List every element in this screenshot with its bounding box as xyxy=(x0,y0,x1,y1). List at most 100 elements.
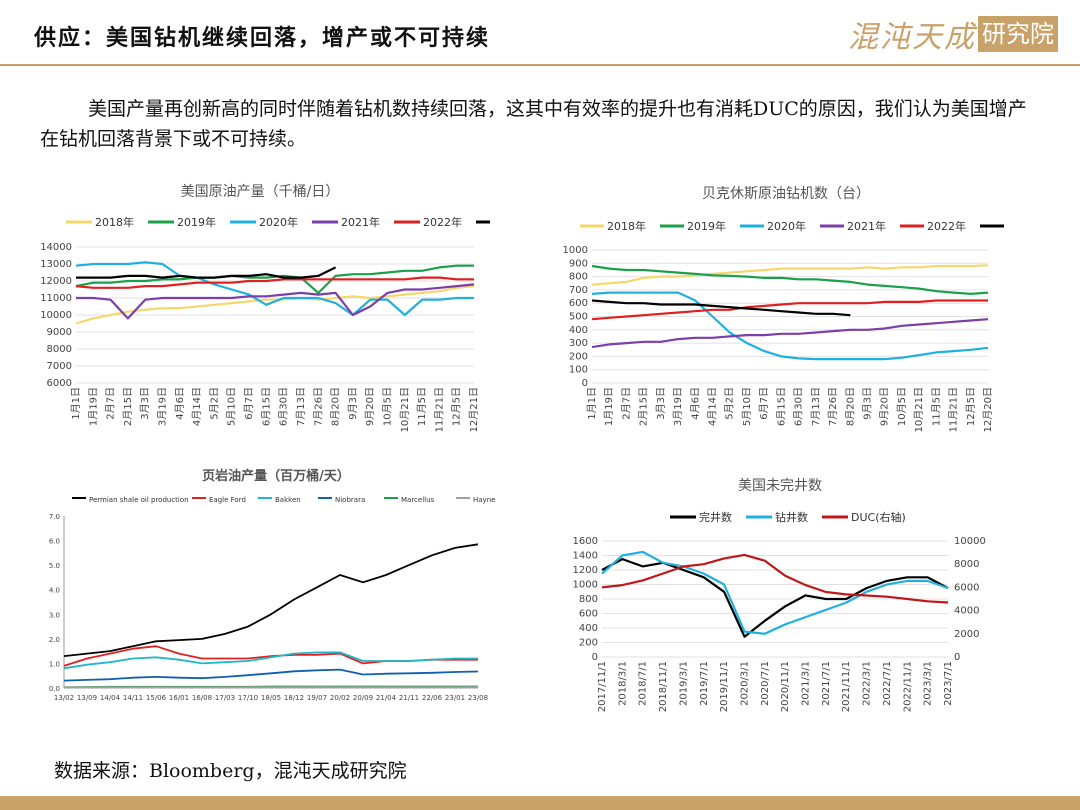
series-line xyxy=(591,291,989,361)
y-tick-label: 1400 xyxy=(573,551,598,562)
series-line xyxy=(63,668,479,682)
y-tick-label: 2.0 xyxy=(49,636,60,644)
x-tick-label: 7月26日 xyxy=(827,387,839,426)
y-tick-label: 5.0 xyxy=(49,562,60,570)
x-tick-label: 7月13日 xyxy=(295,387,307,426)
x-tick-label: 2月15日 xyxy=(638,387,650,426)
page-title: 供应：美国钻机继续回落，增产或不可持续 xyxy=(34,25,491,51)
y-tick-label: 300 xyxy=(569,338,588,349)
series-line xyxy=(75,285,475,325)
series-line xyxy=(63,645,478,667)
y-tick-label: 200 xyxy=(569,351,588,362)
series-line xyxy=(601,558,949,638)
y-tick-label: 100 xyxy=(569,365,588,376)
x-tick-label: 6月7日 xyxy=(758,387,770,420)
legend-label: Bakken xyxy=(275,496,301,504)
x-tick-label: 12月5日 xyxy=(451,387,463,426)
y-tick-label: 900 xyxy=(569,258,588,269)
chart-us-duc-wells: 美国未完井数 完井数 钻井数 DUC(右轴) 1600 1400 1200 1000 800 60… xyxy=(560,470,1000,720)
footer-bar xyxy=(0,796,1080,810)
x-tick-label: 7月26日 xyxy=(312,387,324,426)
y-tick-label: 6.0 xyxy=(49,538,60,546)
y-tick-label: 0 xyxy=(582,378,588,389)
series-line xyxy=(601,550,949,635)
x-tick-label: 5月2日 xyxy=(724,387,736,420)
y-tick-label: 800 xyxy=(569,272,588,283)
y-tick-label: 10000 xyxy=(40,310,72,321)
chart-title: 贝克休斯原油钻机数（台） xyxy=(702,186,870,202)
y-tick-label: 9000 xyxy=(47,327,72,338)
y-tick-label: 7000 xyxy=(47,361,72,372)
x-tick-label: 1月19日 xyxy=(603,387,615,426)
series-line xyxy=(76,266,337,279)
x-tick-label: 19/07 xyxy=(307,694,327,702)
legend-label: 2021年 xyxy=(847,219,886,233)
x-tick-label: 15/06 xyxy=(146,694,167,702)
y2-tick-label: 8000 xyxy=(954,559,979,570)
chart-title: 页岩油产量（百万桶/天） xyxy=(202,468,350,484)
chart-us-crude-production: 美国原油产量（千桶/日）2018年2019年2020年2021年2022年202… xyxy=(40,176,544,446)
series-line xyxy=(591,264,989,295)
x-tick-label: 4月6日 xyxy=(689,387,701,420)
y-tick-label: 0.0 xyxy=(49,685,60,693)
x-tick-label: 21/11 xyxy=(399,694,419,702)
y-tick-label: 1.0 xyxy=(49,660,60,668)
data-source: 数据来源：Bloomberg，混沌天成研究院 xyxy=(54,760,407,782)
y-tick-label: 1000 xyxy=(573,580,598,591)
x-tick-label: 6月15日 xyxy=(260,387,272,426)
x-tick-label: 2018/3/1 xyxy=(617,661,628,706)
legend-label: 2022年 xyxy=(423,215,462,229)
x-tick-label: 14/04 xyxy=(100,694,121,702)
legend-label: Permian shale oil production xyxy=(89,496,189,504)
x-tick-label: 2022/11/1 xyxy=(902,661,913,712)
x-tick-label: 2019/7/1 xyxy=(699,661,710,706)
y-tick-label: 600 xyxy=(569,298,588,309)
y-tick-label: 600 xyxy=(579,609,598,620)
legend-label: Eagle Ford xyxy=(209,496,246,504)
x-tick-label: 6月7日 xyxy=(243,387,255,420)
x-tick-label: 2017/11/1 xyxy=(597,661,608,712)
x-tick-label: 2月7日 xyxy=(620,387,632,420)
legend-label: Niobrara xyxy=(335,496,365,504)
x-tick-label: 10月21日 xyxy=(913,387,925,432)
y2-tick-label: 4000 xyxy=(954,606,979,617)
legend-label: DUC(右轴) xyxy=(851,510,906,524)
x-tick-label: 16/08 xyxy=(192,694,212,702)
y-tick-label: 400 xyxy=(569,325,588,336)
y-tick-label: 800 xyxy=(579,594,598,605)
x-tick-label: 11月5日 xyxy=(930,387,942,426)
x-tick-label: 9月20日 xyxy=(364,387,376,426)
series-line xyxy=(75,261,474,317)
x-tick-label: 13/09 xyxy=(77,694,97,702)
y-tick-label: 6000 xyxy=(47,378,72,389)
x-tick-label: 17/03 xyxy=(215,694,235,702)
y-tick-label: 14000 xyxy=(40,242,72,253)
series-line xyxy=(63,651,478,670)
y-tick-label: 500 xyxy=(569,312,588,323)
legend-label: 完井数 xyxy=(699,510,732,524)
legend-label: 2019年 xyxy=(177,215,216,229)
logo-brush-text: 混沌天成 xyxy=(848,20,976,55)
x-tick-label: 13/02 xyxy=(54,694,74,702)
y-tick-label: 1200 xyxy=(573,565,598,576)
x-tick-label: 12月5日 xyxy=(965,387,977,426)
x-tick-label: 11月5日 xyxy=(416,387,428,426)
x-tick-label: 5月10日 xyxy=(226,387,238,426)
series-line xyxy=(63,543,479,657)
x-tick-label: 3月19日 xyxy=(157,387,169,426)
x-tick-label: 18/05 xyxy=(261,694,281,702)
x-tick-label: 23/01 xyxy=(445,694,465,702)
x-tick-label: 5月2日 xyxy=(208,387,220,420)
x-tick-label: 2021/11/1 xyxy=(841,661,852,712)
x-tick-label: 2021/3/1 xyxy=(801,661,812,706)
series-line xyxy=(591,299,988,321)
legend-label: 钻井数 xyxy=(775,510,808,524)
x-tick-label: 4月6日 xyxy=(174,387,186,420)
x-tick-label: 12月21日 xyxy=(468,387,480,432)
brand-logo: 混沌天成 研究院 xyxy=(848,12,1058,56)
series-line xyxy=(591,318,989,349)
x-tick-label: 6月30日 xyxy=(278,387,290,426)
x-tick-label: 2019/11/1 xyxy=(719,661,730,712)
x-tick-label: 2020/3/1 xyxy=(739,661,750,706)
